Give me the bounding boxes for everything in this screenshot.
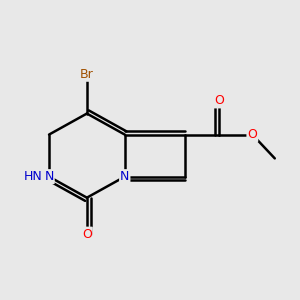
- Text: N: N: [120, 170, 129, 183]
- Text: O: O: [214, 94, 224, 107]
- Text: O: O: [248, 128, 257, 141]
- Text: Br: Br: [80, 68, 94, 81]
- Text: N: N: [44, 170, 54, 183]
- Text: HN: HN: [24, 170, 43, 183]
- Text: O: O: [82, 228, 92, 241]
